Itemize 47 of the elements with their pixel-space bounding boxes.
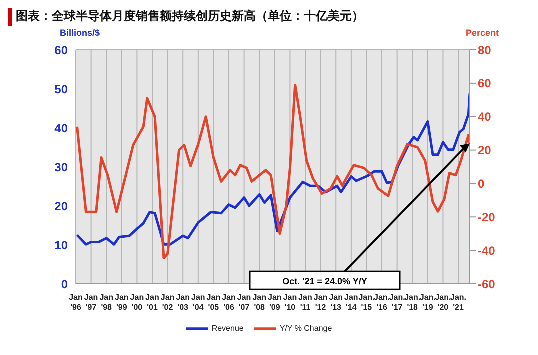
y2-tick-label: -60 <box>478 277 496 292</box>
x-tick-label: Jan '14 <box>344 293 358 312</box>
x-tick-label: Jan. '17 <box>389 293 406 312</box>
y2-tick-label: -40 <box>478 244 496 258</box>
y-tick-label: 60 <box>54 43 68 58</box>
x-tick-label: Jan '96 <box>69 293 83 312</box>
y-tick-label: 40 <box>54 121 68 136</box>
x-tick-label: Jan. '20 <box>435 293 452 312</box>
y-tick-label: 50 <box>54 82 68 96</box>
x-tick-label: Jan. '16 <box>374 293 390 312</box>
x-tick-label: Jan '10 <box>283 293 298 312</box>
x-tick-label: Jan '99 <box>115 293 129 312</box>
y2-tick-label: 80 <box>478 43 492 58</box>
x-tick-label: Jan '08 <box>252 293 267 312</box>
x-tick-label: Jan '13 <box>329 293 344 312</box>
x-tick-label: Jan '11 <box>298 293 313 312</box>
x-tick-label: Jan '05 <box>206 293 221 312</box>
y-tick-label: 0 <box>61 277 68 292</box>
y2-tick-label: -20 <box>478 210 496 224</box>
x-tick-label: Jan '12 <box>314 293 328 312</box>
y2-axis-title: Percent <box>466 28 500 38</box>
x-tick-label: Jan '98 <box>100 293 114 312</box>
y2-tick-label: 20 <box>478 144 492 158</box>
y2-tick-label: 40 <box>478 110 492 124</box>
x-tick-label: Jan '00 <box>130 293 144 312</box>
legend-label: Revenue <box>212 324 244 334</box>
x-tick-label: Jan '04 <box>192 293 206 312</box>
legend-label: Y/Y % Change <box>280 324 332 334</box>
y-axis-title: Billions/$ <box>60 28 100 38</box>
x-tick-label: Jan '97 <box>84 293 98 312</box>
x-tick-label: Jan '01 <box>146 293 160 312</box>
y2-tick-label: 60 <box>478 76 492 91</box>
x-tick-label: Jan. '19 <box>420 293 436 312</box>
y2-tick-label: 0 <box>478 176 485 191</box>
x-tick-label: Jan '02 <box>160 293 175 312</box>
annotation: Oct. '21 = 24.0% Y/Y <box>282 276 368 287</box>
y-tick-label: 30 <box>54 160 68 174</box>
y-tick-label: 20 <box>54 199 68 214</box>
x-tick-label: Jan. '21 <box>450 293 467 312</box>
x-tick-label: Jan '03 <box>176 293 190 312</box>
x-tick-label: Jan '06 <box>222 293 236 312</box>
x-tick-label: Jan. '18 <box>404 293 421 312</box>
x-tick-label: Jan '07 <box>237 293 252 312</box>
x-tick-label: Jan '09 <box>268 293 282 312</box>
chart-title: 图表：全球半导体月度销售额持续创历史新高（单位：十亿美元） <box>8 8 530 26</box>
y-tick-label: 10 <box>54 238 68 252</box>
x-tick-label: Jan. '15 <box>358 293 375 312</box>
